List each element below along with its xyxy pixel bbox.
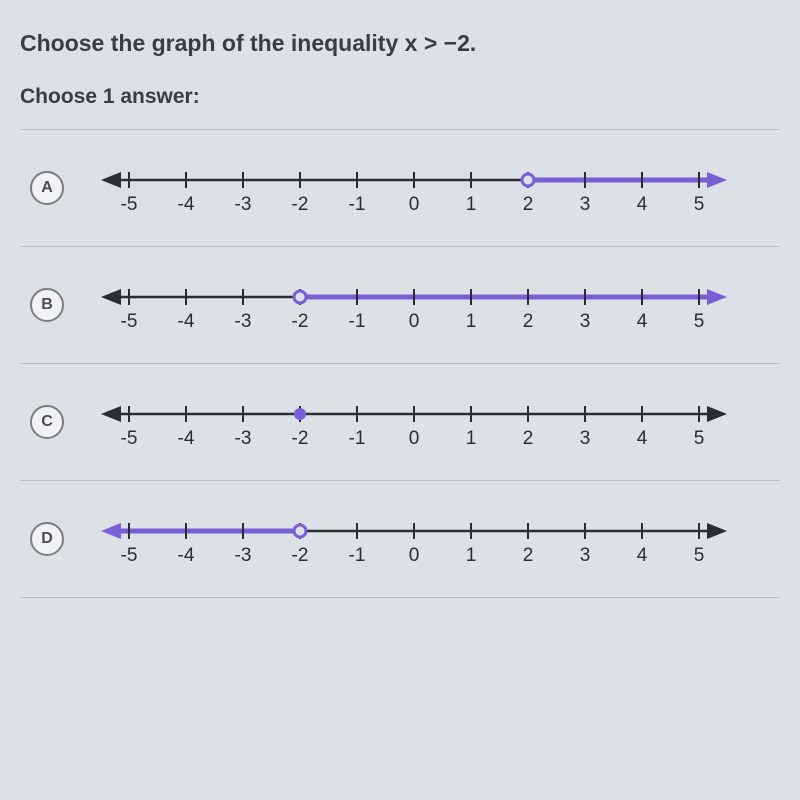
svg-text:2: 2 [523, 545, 534, 566]
svg-text:4: 4 [637, 545, 648, 566]
svg-text:2: 2 [523, 194, 534, 215]
svg-text:1: 1 [466, 428, 477, 449]
svg-text:-5: -5 [121, 545, 138, 566]
choice-letter[interactable]: C [30, 405, 64, 439]
svg-text:1: 1 [466, 194, 477, 215]
answers-list: A-5-4-3-2-1012345B-5-4-3-2-1012345C-5-4-… [20, 130, 780, 598]
svg-text:0: 0 [409, 545, 420, 566]
svg-text:0: 0 [409, 194, 420, 215]
svg-text:4: 4 [637, 428, 648, 449]
svg-text:-2: -2 [292, 311, 309, 332]
svg-text:3: 3 [580, 545, 591, 566]
svg-text:0: 0 [409, 311, 420, 332]
svg-text:0: 0 [409, 428, 420, 449]
svg-text:-5: -5 [121, 428, 138, 449]
svg-text:5: 5 [694, 428, 705, 449]
answer-row[interactable]: C -5 -4 -3 -2 -1 0 1 2 3 4 5 [20, 364, 780, 480]
answer-row[interactable]: D -5 -4 -3 -2 -1 0 1 2 3 4 5 [20, 481, 780, 597]
svg-text:-4: -4 [178, 428, 195, 449]
svg-text:-1: -1 [349, 428, 366, 449]
svg-text:3: 3 [580, 428, 591, 449]
svg-text:-4: -4 [178, 545, 195, 566]
svg-text:-1: -1 [349, 194, 366, 215]
svg-text:-1: -1 [349, 545, 366, 566]
choice-letter[interactable]: D [30, 522, 64, 556]
choice-letter[interactable]: B [30, 288, 64, 322]
svg-text:-1: -1 [349, 311, 366, 332]
svg-text:3: 3 [580, 194, 591, 215]
number-line: -5 -4 -3 -2 -1 0 1 2 3 4 5 [89, 509, 780, 569]
svg-text:4: 4 [637, 194, 648, 215]
svg-text:-2: -2 [292, 194, 309, 215]
svg-text:1: 1 [466, 311, 477, 332]
instruction-text: Choose 1 answer: [20, 85, 780, 109]
svg-text:-4: -4 [178, 194, 195, 215]
svg-text:1: 1 [466, 545, 477, 566]
svg-text:5: 5 [694, 194, 705, 215]
svg-text:3: 3 [580, 311, 591, 332]
svg-text:-2: -2 [292, 545, 309, 566]
svg-text:5: 5 [694, 545, 705, 566]
number-line: -5 -4 -3 -2 -1 0 1 2 3 4 5 [89, 392, 780, 452]
svg-text:-3: -3 [235, 545, 252, 566]
number-line: -5 -4 -3 -2 -1 0 1 2 3 4 5 [89, 158, 780, 218]
divider [20, 597, 780, 598]
svg-text:-5: -5 [121, 311, 138, 332]
svg-text:4: 4 [637, 311, 648, 332]
svg-text:5: 5 [694, 311, 705, 332]
number-line: -5 -4 -3 -2 -1 0 1 2 3 4 5 [89, 275, 780, 335]
answer-row[interactable]: A -5 -4 -3 -2 -1 0 1 2 3 4 5 [20, 130, 780, 246]
svg-text:-3: -3 [235, 194, 252, 215]
svg-text:2: 2 [523, 311, 534, 332]
answer-row[interactable]: B -5 -4 -3 -2 -1 0 1 2 3 4 5 [20, 247, 780, 363]
svg-text:-5: -5 [121, 194, 138, 215]
svg-text:-4: -4 [178, 311, 195, 332]
svg-text:-3: -3 [235, 428, 252, 449]
question-text: Choose the graph of the inequality x > −… [20, 30, 780, 57]
svg-text:2: 2 [523, 428, 534, 449]
choice-letter[interactable]: A [30, 171, 64, 205]
svg-text:-2: -2 [292, 428, 309, 449]
svg-text:-3: -3 [235, 311, 252, 332]
